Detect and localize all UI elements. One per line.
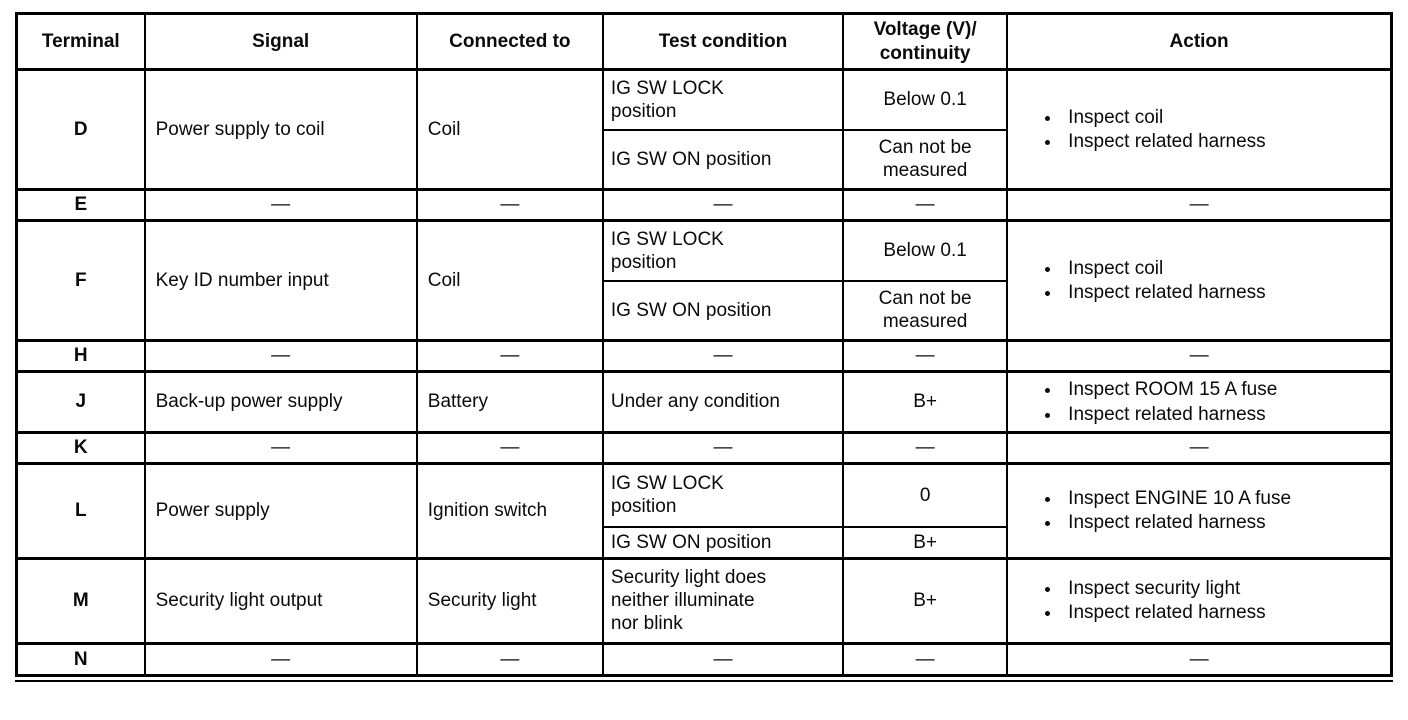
action-list: Inspect coil Inspect related harness	[1014, 106, 1384, 153]
test-condition-cell: —	[601, 641, 845, 677]
action-item: Inspect related harness	[1062, 403, 1384, 426]
connected-to-cell: Coil	[415, 68, 604, 191]
action-list: Inspect ENGINE 10 A fuse Inspect related…	[1014, 487, 1384, 534]
action-cell: Inspect coil Inspect related harness	[1006, 68, 1393, 191]
voltage-cell: Below 0.1	[842, 219, 1009, 282]
action-list: Inspect coil Inspect related harness	[1014, 257, 1384, 304]
signal-cell: Key ID number input	[143, 219, 418, 342]
voltage-cell: B+	[842, 556, 1009, 645]
action-item: Inspect ENGINE 10 A fuse	[1062, 487, 1384, 510]
voltage-cell: B+	[842, 525, 1009, 560]
table-row-terminal-n: N — — — — —	[15, 641, 1393, 677]
table-row-terminal-l: L Power supply Ignition switch IG SW LOC…	[15, 462, 1393, 560]
test-condition-cell: IG SW LOCK position	[601, 219, 845, 282]
action-item: Inspect ROOM 15 A fuse	[1062, 378, 1384, 401]
signal-cell: Security light output	[143, 556, 418, 645]
connected-to-cell: —	[415, 188, 604, 222]
voltage-cell: —	[842, 641, 1009, 677]
action-cell: Inspect security light Inspect related h…	[1006, 556, 1393, 645]
table-subrow-terminal-l: IG SW ON position B+	[17, 525, 1392, 560]
table-header: Terminal Signal Connected to Test condit…	[15, 12, 1393, 71]
voltage-cell: —	[842, 339, 1009, 373]
table-row-terminal-d: D Power supply to coil Coil IG SW LOCK p…	[15, 68, 1393, 191]
column-header-voltage: Voltage (V)/ continuity	[842, 12, 1009, 71]
action-cell: Inspect ENGINE 10 A fuse Inspect related…	[1006, 462, 1393, 560]
test-condition-cell: Security light does neither illuminate n…	[601, 556, 845, 645]
test-condition-cell: —	[601, 339, 845, 373]
action-item: Inspect coil	[1062, 106, 1384, 129]
table-body: D Power supply to coil Coil IG SW LOCK p…	[15, 68, 1393, 677]
terminal-diagnostic-table: Terminal Signal Connected to Test condit…	[15, 12, 1393, 677]
table-subrow-terminal-d: IG SW ON position Can not be measured	[17, 128, 1392, 191]
action-cell: —	[1006, 339, 1393, 373]
terminal-cell: F	[15, 219, 146, 342]
action-item: Inspect related harness	[1062, 281, 1384, 304]
action-cell: —	[1006, 641, 1393, 677]
action-item: Inspect security light	[1062, 577, 1384, 600]
table-subrow-terminal-f: IG SW ON position Can not be measured	[17, 279, 1392, 342]
column-header-action: Action	[1006, 12, 1393, 71]
test-condition-cell: IG SW LOCK position	[601, 68, 845, 131]
terminal-cell: K	[15, 431, 146, 465]
action-cell: —	[1006, 188, 1393, 222]
action-list: Inspect security light Inspect related h…	[1014, 577, 1384, 624]
connected-to-cell: Security light	[415, 556, 604, 645]
column-header-signal: Signal	[143, 12, 418, 71]
table-row-terminal-j: J Back-up power supply Battery Under any…	[15, 370, 1393, 434]
terminal-cell: E	[15, 188, 146, 222]
table-row-terminal-k: K — — — — —	[15, 431, 1393, 465]
connected-to-cell: Coil	[415, 219, 604, 342]
voltage-cell: —	[842, 431, 1009, 465]
terminal-cell: J	[15, 370, 146, 434]
column-header-test-condition: Test condition	[601, 12, 845, 71]
terminal-cell: M	[15, 556, 146, 645]
action-cell: —	[1006, 431, 1393, 465]
signal-cell: —	[143, 188, 418, 222]
test-condition-cell: Under any condition	[601, 370, 845, 434]
voltage-cell: —	[842, 188, 1009, 222]
signal-cell: Power supply	[143, 462, 418, 560]
table-row-terminal-e: E — — — — —	[15, 188, 1393, 222]
column-header-terminal: Terminal	[15, 12, 146, 71]
action-cell: Inspect ROOM 15 A fuse Inspect related h…	[1006, 370, 1393, 434]
connected-to-cell: Battery	[415, 370, 604, 434]
signal-cell: —	[143, 431, 418, 465]
connected-to-cell: —	[415, 431, 604, 465]
voltage-cell: Can not be measured	[842, 128, 1009, 191]
column-header-connected-to: Connected to	[415, 12, 604, 71]
test-condition-cell: IG SW ON position	[601, 279, 845, 342]
terminal-cell: N	[15, 641, 146, 677]
test-condition-cell: IG SW LOCK position	[601, 462, 845, 528]
test-condition-cell: IG SW ON position	[601, 525, 845, 560]
table-row-terminal-f: F Key ID number input Coil IG SW LOCK po…	[15, 219, 1393, 342]
signal-cell: Back-up power supply	[143, 370, 418, 434]
table-row-terminal-h: H — — — — —	[15, 339, 1393, 373]
test-condition-cell: —	[601, 188, 845, 222]
terminal-cell: D	[15, 68, 146, 191]
voltage-cell: Below 0.1	[842, 68, 1009, 131]
signal-cell: —	[143, 339, 418, 373]
test-condition-cell: —	[601, 431, 845, 465]
header-row: Terminal Signal Connected to Test condit…	[15, 12, 1393, 71]
signal-cell: —	[143, 641, 418, 677]
terminal-cell: H	[15, 339, 146, 373]
action-cell: Inspect coil Inspect related harness	[1006, 219, 1393, 342]
action-list: Inspect ROOM 15 A fuse Inspect related h…	[1014, 378, 1384, 425]
voltage-cell: Can not be measured	[842, 279, 1009, 342]
voltage-cell: 0	[842, 462, 1009, 528]
action-item: Inspect related harness	[1062, 130, 1384, 153]
voltage-cell: B+	[842, 370, 1009, 434]
test-condition-cell: IG SW ON position	[601, 128, 845, 191]
action-item: Inspect coil	[1062, 257, 1384, 280]
terminal-cell: L	[15, 462, 146, 560]
action-item: Inspect related harness	[1062, 601, 1384, 624]
action-item: Inspect related harness	[1062, 511, 1384, 534]
signal-cell: Power supply to coil	[143, 68, 418, 191]
connected-to-cell: —	[415, 339, 604, 373]
table-row-terminal-m: M Security light output Security light S…	[15, 556, 1393, 645]
connected-to-cell: Ignition switch	[415, 462, 604, 560]
connected-to-cell: —	[415, 641, 604, 677]
